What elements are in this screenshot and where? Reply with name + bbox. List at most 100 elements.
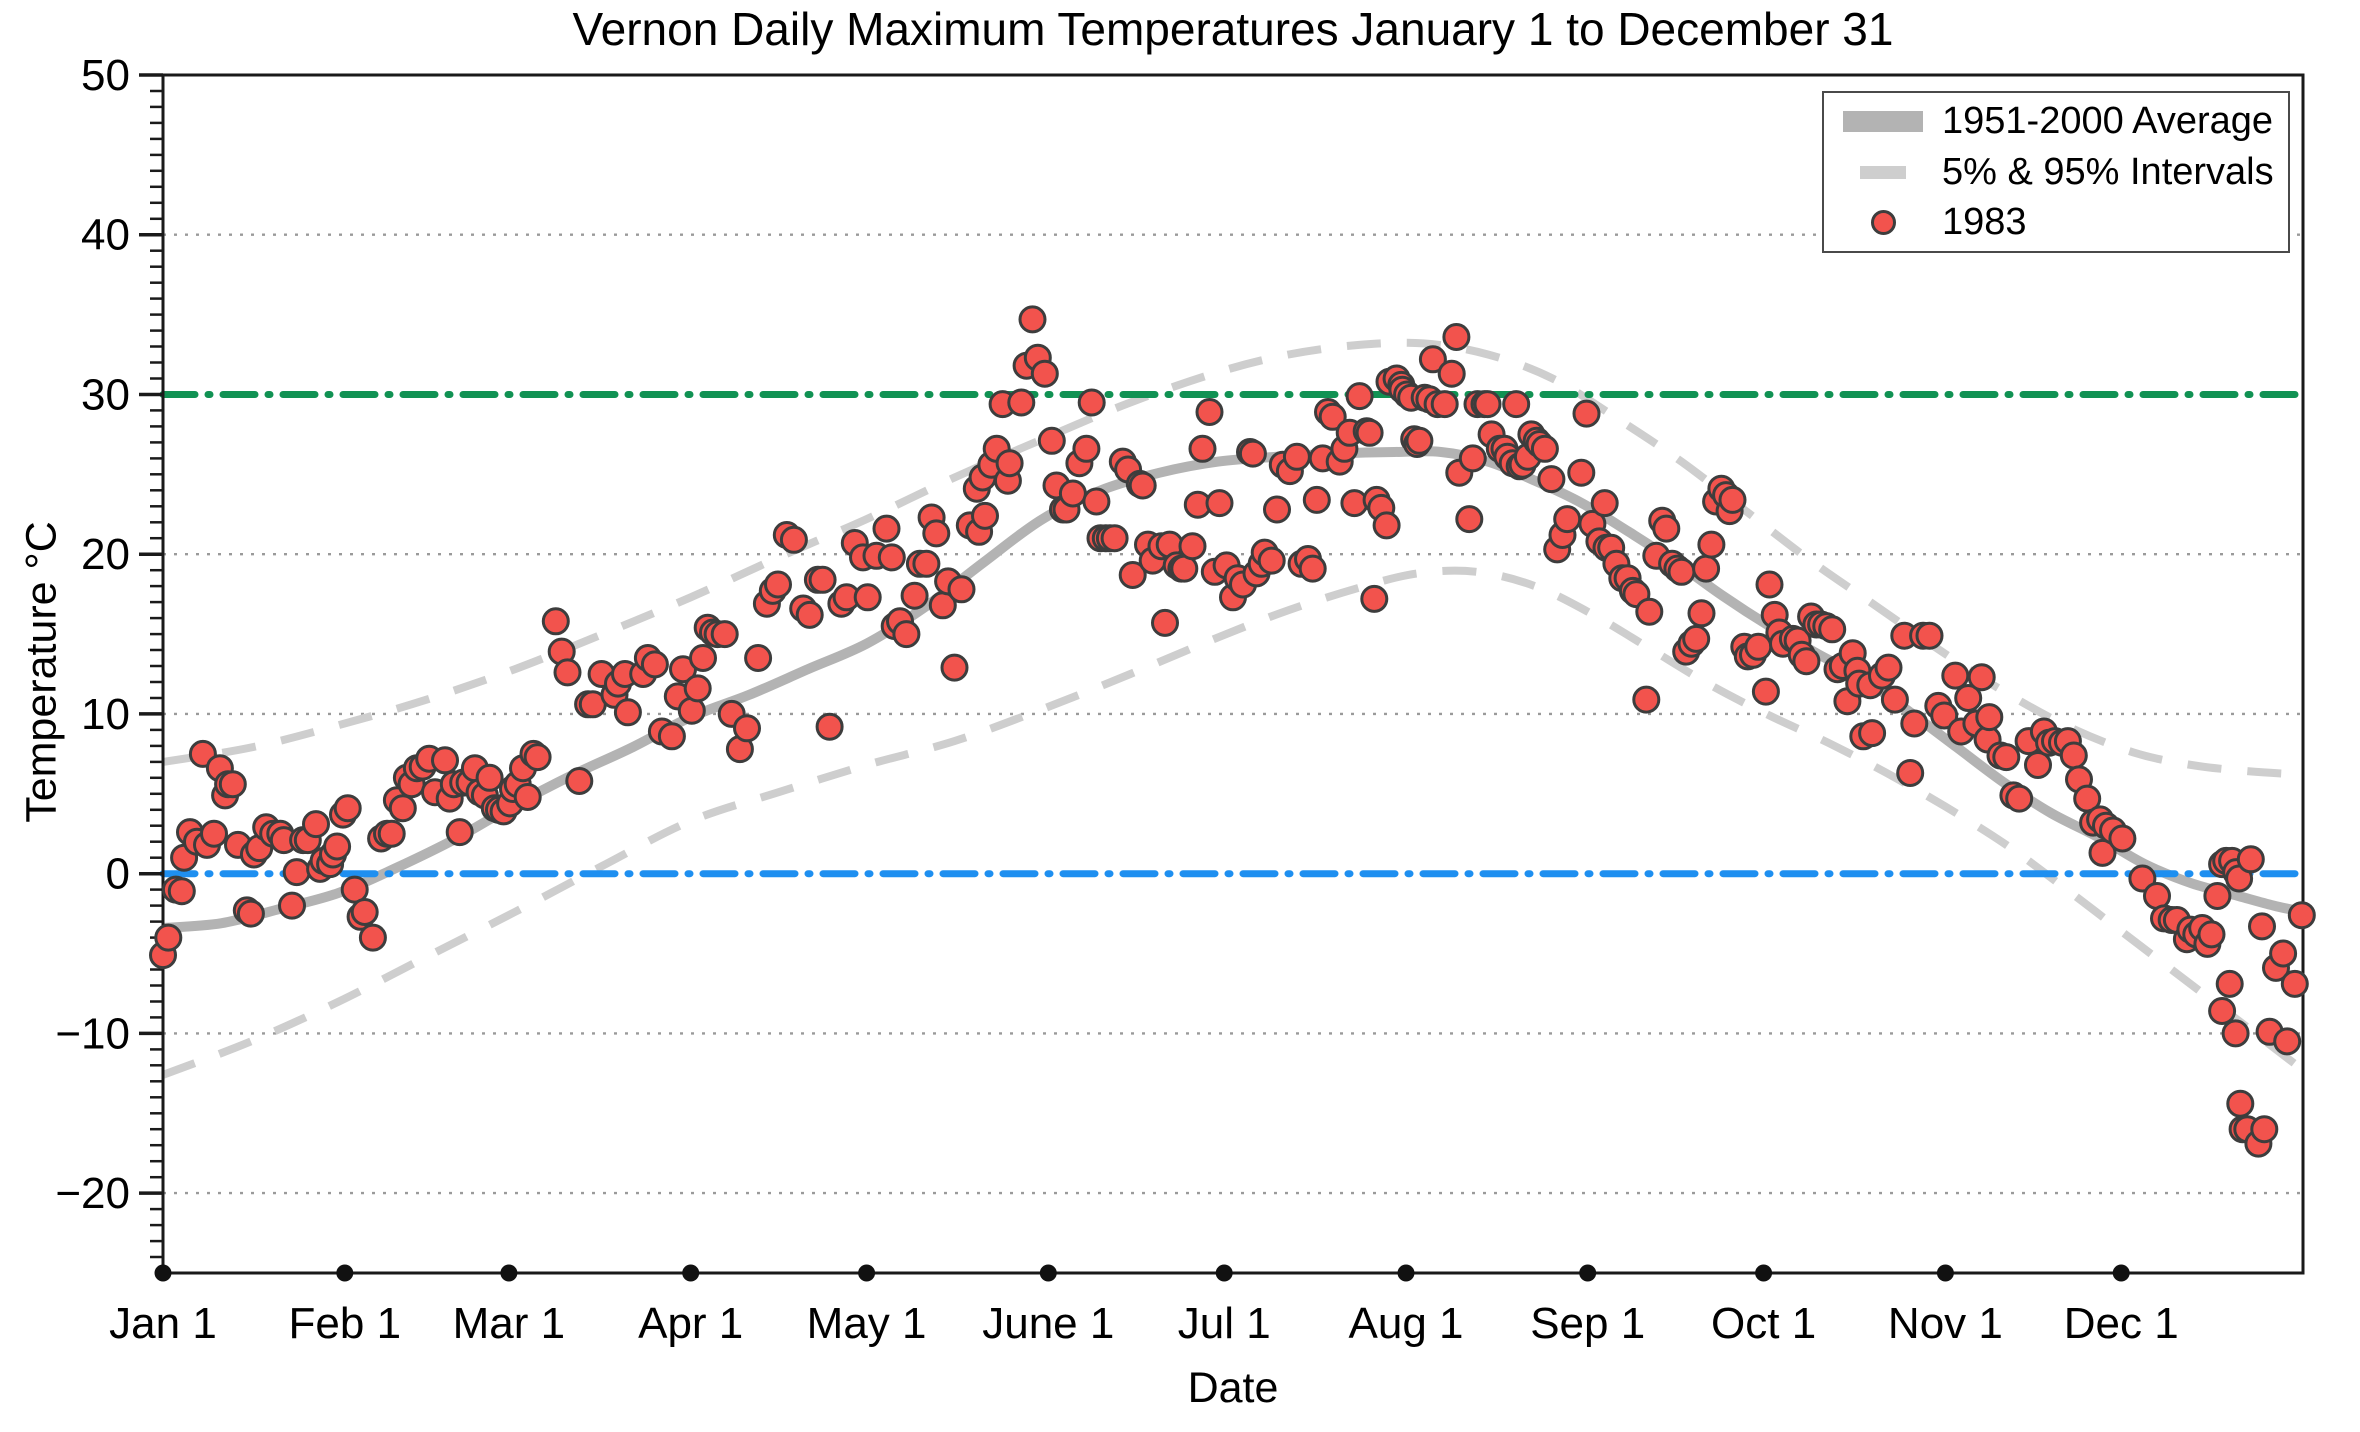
data-point-1983: [1635, 597, 1664, 626]
data-point-1983: [940, 653, 969, 682]
data-point-1983: [1257, 546, 1286, 575]
data-point-1983: [1553, 505, 1582, 534]
data-point-1983: [1151, 608, 1179, 637]
y-tick-label: −10: [55, 1009, 130, 1058]
data-point-1983: [853, 583, 882, 612]
data-point-1983: [2088, 838, 2117, 867]
data-point-1983: [2208, 997, 2237, 1025]
data-point-1983: [2005, 784, 2034, 813]
data-point-1983: [1302, 485, 1331, 514]
month-dot: [1755, 1264, 1773, 1282]
data-point-1983: [912, 549, 941, 578]
data-point-1983: [523, 743, 552, 772]
data-point-1983: [733, 714, 761, 743]
legend-swatch-cell: [1824, 111, 1942, 133]
data-point-1983: [1697, 530, 1726, 559]
month-dot: [1936, 1264, 1954, 1282]
legend-item-label: 1983: [1942, 200, 2027, 243]
data-point-1983: [2024, 751, 2052, 779]
data-point-1983: [1455, 505, 1484, 534]
data-point-1983: [1437, 359, 1466, 388]
data-point-1983: [218, 770, 247, 799]
data-point-1983: [808, 565, 837, 594]
legend-swatch-average-line: [1843, 111, 1923, 133]
data-point-1983: [282, 858, 311, 887]
data-point-1983: [640, 650, 669, 679]
data-point-1983: [2203, 882, 2232, 910]
data-point-1983: [1007, 388, 1036, 417]
x-tick-label: Jan 1: [109, 1299, 217, 1348]
data-point-1983: [2280, 969, 2309, 998]
data-point-1983: [1072, 434, 1101, 463]
legend-item-average: 1951-2000 Average: [1824, 100, 2288, 143]
month-dot: [682, 1264, 700, 1282]
data-point-1983: [1792, 647, 1821, 676]
data-point-1983: [1992, 743, 2021, 772]
interval-line: [161, 566, 2306, 1079]
data-point-1983: [1355, 418, 1384, 447]
x-tick-label: Aug 1: [1349, 1299, 1464, 1348]
data-point-1983: [2236, 845, 2265, 874]
data-point-1983: [795, 600, 824, 629]
x-tick-label: May 1: [807, 1299, 927, 1348]
data-point-1983: [388, 794, 417, 823]
y-tick-label: 40: [81, 211, 130, 260]
data-point-1983: [1590, 489, 1619, 518]
data-point-1983: [2221, 1019, 2250, 1048]
x-tick-label: Sep 1: [1530, 1299, 1645, 1348]
chart-title: Vernon Daily Maximum Temperatures Januar…: [572, 3, 1894, 55]
data-point-1983: [200, 819, 228, 848]
data-point-1983: [1682, 624, 1711, 653]
data-point-1983: [613, 698, 642, 727]
data-point-1983: [1692, 554, 1721, 583]
data-point-1983: [1502, 390, 1531, 419]
data-point-1983: [710, 620, 739, 649]
data-point-1983: [553, 658, 582, 687]
data-point-1983: [1205, 489, 1234, 518]
month-dot: [858, 1264, 876, 1282]
data-point-1983: [947, 575, 976, 604]
month-dot: [154, 1264, 172, 1282]
y-tick-label: 20: [81, 530, 130, 579]
data-point-1983: [1118, 561, 1147, 589]
data-point-1983: [1900, 709, 1929, 738]
data-point-1983: [1128, 471, 1157, 500]
x-tick-label: Nov 1: [1888, 1299, 2003, 1348]
data-point-1983: [1930, 701, 1959, 730]
x-tick-label: Mar 1: [453, 1299, 565, 1348]
data-point-1983: [2197, 920, 2226, 949]
data-point-1983: [689, 644, 717, 672]
data-point-1983: [1282, 442, 1311, 471]
data-point-1983: [1298, 554, 1327, 583]
data-point-1983: [1858, 719, 1887, 748]
data-point-1983: [2287, 901, 2316, 930]
data-point-1983: [541, 607, 570, 636]
month-dot: [500, 1264, 518, 1282]
y-tick-label: 10: [81, 690, 130, 739]
data-point-1983: [2250, 1115, 2279, 1144]
data-point-1983: [358, 923, 387, 952]
data-point-1983: [1941, 661, 1970, 690]
x-tick-label: Feb 1: [289, 1299, 402, 1348]
data-point-1983: [1418, 345, 1447, 374]
data-point-1983: [971, 501, 999, 530]
data-point-1983: [2128, 864, 2157, 893]
data-point-1983: [377, 819, 406, 848]
data-point-1983: [877, 543, 906, 572]
legend-swatch-interval-dash: [1860, 165, 1906, 179]
y-tick-label: 0: [106, 850, 130, 899]
data-point-1983: [900, 581, 929, 610]
data-point-1983: [1915, 621, 1944, 650]
data-point-1983: [236, 899, 265, 928]
data-point-1983: [764, 570, 792, 599]
data-point-1983: [513, 783, 542, 811]
data-point-1983: [1652, 514, 1681, 543]
data-point-1983: [1896, 759, 1925, 787]
data-point-1983: [2108, 824, 2137, 853]
x-tick-label: Jul 1: [1178, 1299, 1271, 1348]
data-point-1983: [1755, 570, 1784, 599]
data-point-1983: [1751, 677, 1780, 706]
data-point-1983: [872, 514, 901, 543]
legend-item-1983: 1983: [1824, 201, 2288, 244]
